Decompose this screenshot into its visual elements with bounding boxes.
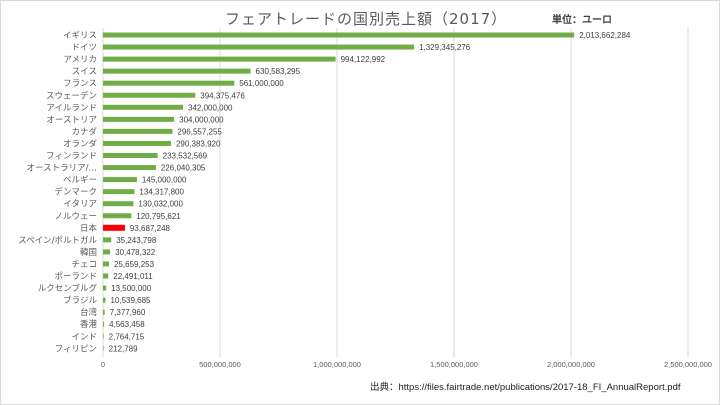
x-tick-label: 2,500,000,000	[664, 360, 712, 369]
data-label: 145,000,000	[142, 176, 187, 185]
source-citation: 出典：https://files.fairtrade.net/publicati…	[370, 382, 681, 393]
category-label: フィンランド	[46, 152, 97, 162]
category-label: 韓国	[80, 247, 97, 258]
category-label: アイルランド	[46, 103, 97, 113]
category-label: スペイン/ポルトガル	[18, 235, 97, 246]
bar-7	[103, 116, 175, 122]
category-label: フィリピン	[55, 344, 97, 354]
bar-19	[103, 261, 110, 267]
category-label: オランダ	[63, 138, 98, 149]
category-label: ベルギー	[63, 176, 97, 186]
x-tick-label: 2,000,000,000	[547, 360, 595, 369]
category-label: オーストラリア/…	[27, 164, 97, 174]
data-label: 994,122,992	[341, 55, 386, 64]
bar-17	[103, 237, 112, 243]
category-label: ノルウェー	[54, 212, 97, 222]
category-label: インド	[71, 332, 97, 342]
bar-4	[103, 80, 235, 86]
data-label: 93,687,248	[130, 224, 171, 233]
category-label: ポーランド	[54, 272, 97, 282]
data-label: 134,317,800	[139, 188, 184, 197]
data-label: 22,491,011	[113, 272, 153, 281]
category-label: イタリア	[63, 200, 97, 210]
data-label: 394,375,476	[200, 91, 245, 100]
bar-14	[103, 201, 134, 207]
category-label: ドイツ	[71, 43, 97, 53]
category-label: アメリカ	[63, 55, 97, 65]
data-label: 10,539,685	[110, 296, 151, 305]
category-label: デンマーク	[54, 187, 97, 198]
data-label: 561,000,000	[239, 79, 284, 88]
data-label: 290,383,920	[176, 139, 221, 148]
category-label: スウェーデン	[46, 90, 97, 101]
category-label: ブラジル	[63, 295, 97, 306]
category-label: フランス	[63, 79, 97, 89]
bar-26	[103, 345, 104, 351]
data-label: 630,583,295	[256, 67, 301, 76]
data-label: 296,557,255	[177, 127, 222, 136]
bar-8	[103, 128, 173, 134]
bar-13	[103, 189, 135, 195]
data-label: 35,243,798	[116, 236, 157, 245]
data-label: 130,032,000	[138, 200, 183, 209]
category-label: 台湾	[80, 307, 98, 318]
bar-5	[103, 92, 196, 98]
bar-20	[103, 273, 109, 279]
data-label: 25,659,253	[114, 260, 155, 269]
unit-label: 単位：ユーロ	[552, 15, 612, 26]
data-label: 120,795,621	[136, 212, 181, 221]
bar-12	[103, 177, 137, 183]
bar-25	[103, 333, 104, 339]
chart-title: フェアトレードの国別売上額（2017）	[225, 10, 508, 28]
category-label: オーストリア	[46, 115, 97, 125]
data-label: 212,789	[109, 344, 138, 353]
category-label: チェコ	[71, 260, 97, 270]
bar-6	[103, 104, 184, 110]
bar-21	[103, 285, 107, 291]
bar-15	[103, 213, 132, 219]
data-label: 233,532,569	[163, 152, 208, 161]
bar-11	[103, 165, 156, 171]
bar-16	[103, 224, 125, 231]
bar-22	[103, 297, 106, 303]
category-label: ルクセンブルグ	[38, 283, 98, 294]
category-label: 香港	[80, 319, 98, 330]
data-label: 1,329,345,276	[419, 43, 471, 52]
data-label: 7,377,960	[110, 308, 146, 317]
bar-0	[103, 32, 575, 38]
data-label: 4,563,458	[109, 320, 145, 329]
category-label: イギリス	[63, 31, 97, 41]
data-label: 2,764,715	[109, 332, 145, 341]
bar-23	[103, 309, 105, 315]
x-tick-label: 1,500,000,000	[430, 360, 478, 369]
data-label: 304,000,000	[179, 115, 224, 124]
data-label: 13,500,000	[111, 284, 152, 293]
category-label: 日本	[80, 223, 98, 234]
bar-1	[103, 44, 415, 50]
bar-9	[103, 140, 171, 146]
x-tick-label: 1,000,000,000	[313, 360, 361, 369]
data-label: 30,478,322	[115, 248, 156, 257]
data-label: 226,040,305	[161, 164, 206, 173]
data-label: 2,013,662,284	[579, 31, 631, 40]
bar-2	[103, 56, 336, 62]
bar-24	[103, 321, 105, 327]
x-tick-label: 500,000,000	[199, 360, 241, 369]
data-label: 342,000,000	[188, 103, 233, 112]
x-tick-label: 0	[101, 360, 105, 369]
category-label: スイス	[72, 67, 97, 77]
category-label: カナダ	[71, 126, 97, 137]
bar-10	[103, 153, 158, 158]
bar-3	[103, 68, 251, 74]
bar-18	[103, 249, 111, 255]
